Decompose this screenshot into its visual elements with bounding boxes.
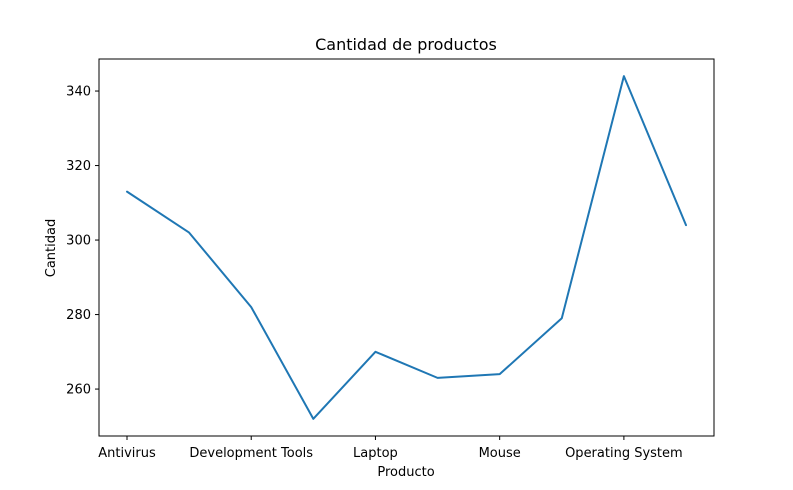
y-tick-label: 340 bbox=[66, 85, 91, 100]
x-axis-label: Producto bbox=[377, 465, 434, 480]
y-tick-label: 280 bbox=[66, 308, 91, 323]
x-tick-label: Development Tools bbox=[189, 446, 313, 461]
x-tick-label: Operating System bbox=[565, 446, 683, 461]
y-tick-label: 300 bbox=[66, 234, 91, 249]
x-tick-label: Antivirus bbox=[98, 446, 156, 461]
plot-area bbox=[126, 75, 687, 420]
series-line bbox=[126, 75, 687, 420]
x-axis: Antivirus Development Tools Laptop Mouse Ope… bbox=[98, 436, 683, 461]
chart-title: Cantidad de productos bbox=[315, 35, 497, 54]
y-axis: 260 280 300 320 340 bbox=[66, 85, 99, 398]
x-tick-label: Mouse bbox=[479, 446, 521, 461]
x-tick-label: Laptop bbox=[353, 446, 398, 461]
y-tick-label: 320 bbox=[66, 159, 91, 174]
y-tick-label: 260 bbox=[66, 383, 91, 398]
y-axis-label: Cantidad bbox=[44, 219, 59, 277]
plot-frame bbox=[98, 58, 715, 437]
